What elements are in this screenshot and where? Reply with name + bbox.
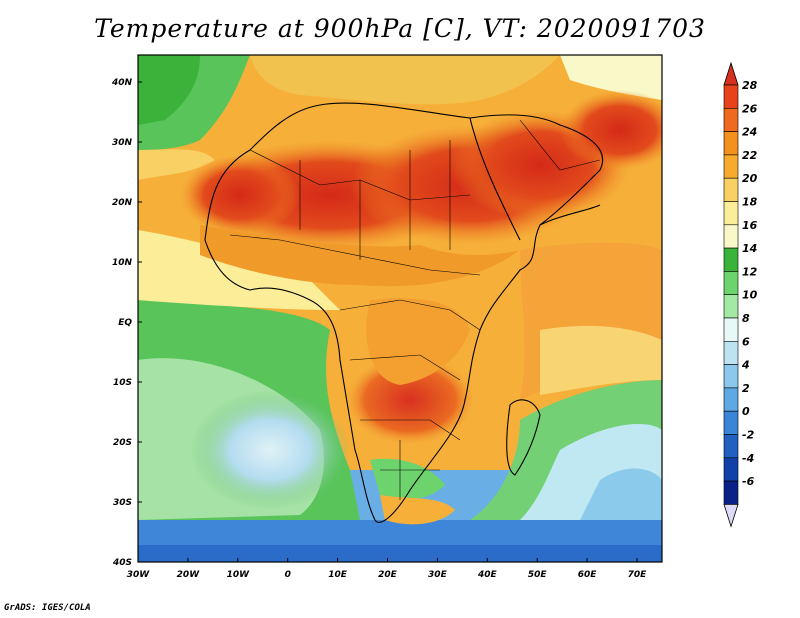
colorbar-label: 28: [742, 79, 758, 92]
colorbar-swatch: [723, 387, 739, 412]
colorbar-swatch: [723, 154, 739, 179]
lat-label: 30N: [112, 138, 133, 148]
colorbar-swatch: [723, 317, 739, 342]
colorbar-label: -2: [742, 429, 755, 442]
colorbar-label: -4: [742, 452, 754, 465]
lon-label: 10E: [328, 570, 348, 580]
colorbar-swatch: [723, 410, 739, 435]
colorbar-swatch: [723, 480, 739, 505]
colorbar-swatch: [723, 434, 739, 459]
lat-label: 20N: [112, 198, 133, 208]
credit-text: GrADS: IGES/COLA: [4, 603, 91, 613]
lat-label: 30S: [113, 498, 132, 508]
colorbar-label: 22: [742, 149, 758, 162]
colorbar-label: 24: [742, 126, 757, 139]
colorbar-label: 6: [742, 335, 750, 348]
colorbar-label: -6: [742, 475, 755, 488]
colorbar-label: 8: [742, 312, 750, 325]
colorbar-swatch: [723, 224, 739, 249]
colorbar-label: 18: [742, 196, 758, 209]
colorbar-swatch: [723, 271, 739, 295]
lon-label: 30E: [428, 570, 448, 580]
temperature-field: [138, 55, 662, 562]
colorbar-label: 26: [742, 102, 758, 115]
colorbar-swatch: [723, 457, 739, 482]
colorbar-swatch: [723, 201, 739, 226]
map-frame: [137, 54, 663, 563]
chart-title: Temperature at 900hPa [C], VT: 202009170…: [94, 14, 706, 43]
lat-label: 10S: [113, 378, 132, 388]
lat-label: 10N: [112, 258, 133, 268]
colorbar-swatch: [723, 108, 739, 132]
colorbar-swatch: [723, 340, 739, 365]
colorbar-label: 16: [742, 219, 758, 232]
colorbar-swatch: [723, 364, 739, 389]
latitude-labels: 40N 30N 20N 10N EQ 10S 20S 30S 40S: [111, 78, 142, 568]
lat-label: EQ: [118, 318, 132, 328]
longitude-labels: 30W 20W 10W 0 10E 20E 30E 40E 50E 60E 70E: [127, 558, 647, 580]
colorbar-label: 0: [742, 405, 750, 418]
lon-label: 30W: [127, 570, 151, 580]
colorbar-swatch: [723, 247, 739, 272]
colorbar-label: 10: [742, 289, 758, 302]
colorbar-top-arrow: [723, 61, 739, 86]
lat-label: 20S: [113, 438, 132, 448]
lon-label: 60E: [578, 570, 598, 580]
colorbar-label: 4: [741, 359, 750, 372]
colorbar-bottom-arrow: [723, 504, 739, 528]
colorbar-label: 2: [742, 382, 750, 395]
colorbar-label: 12: [742, 265, 758, 278]
colorbar-label: 20: [742, 172, 758, 185]
country-borders: [229, 119, 601, 500]
lon-label: 40E: [477, 570, 498, 580]
lon-label: 20W: [177, 570, 201, 580]
colorbar-label: 14: [742, 242, 757, 255]
lat-label: 40N: [111, 78, 133, 88]
lon-label: 70E: [628, 570, 648, 580]
colorbar-swatch: [723, 294, 739, 319]
coastline: [204, 102, 603, 523]
lon-label: 0: [285, 570, 291, 580]
lon-label: 10W: [227, 570, 251, 580]
lat-label: 40S: [112, 558, 132, 568]
lon-label: 50E: [528, 570, 548, 580]
lon-label: 20E: [378, 570, 398, 580]
colorbar-swatch: [723, 131, 739, 156]
colorbar-swatch: [723, 84, 739, 109]
colorbar-swatch: [723, 177, 739, 202]
